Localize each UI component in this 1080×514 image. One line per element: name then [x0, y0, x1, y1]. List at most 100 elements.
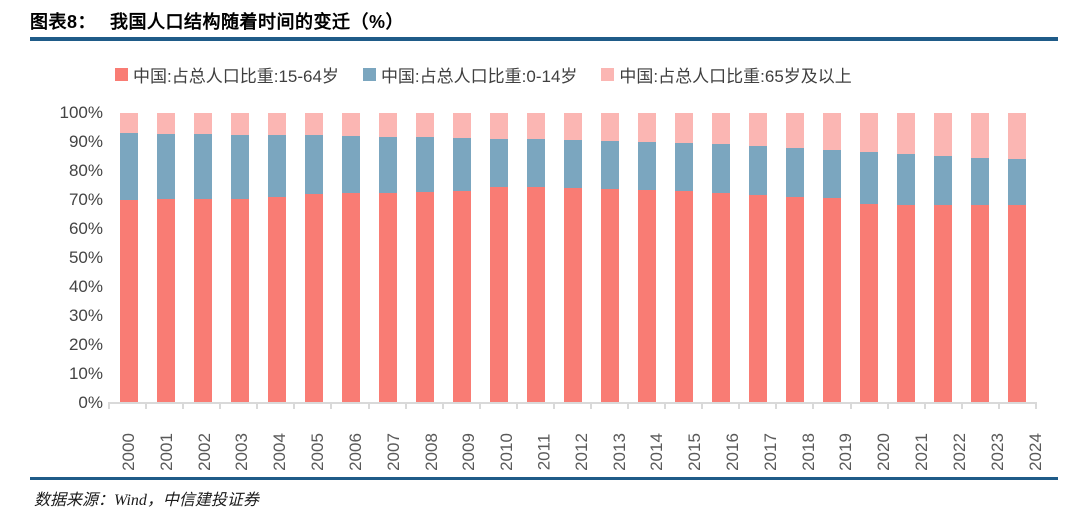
bar-segment — [267, 197, 286, 403]
bar-2015 — [665, 113, 702, 403]
bar-segment — [822, 113, 841, 150]
x-label-slot: 2013 — [601, 409, 639, 471]
bar-segment — [341, 193, 360, 403]
bar-segment — [600, 113, 619, 142]
bar-segment — [267, 113, 286, 136]
axis-tick — [812, 403, 815, 409]
x-axis-label: 2001 — [156, 433, 176, 471]
stacked-bar — [563, 113, 582, 403]
bar-segment — [674, 113, 693, 144]
legend-label: 中国:占总人口比重:15-64岁 — [133, 67, 339, 86]
bar-segment — [378, 192, 397, 403]
bar-2011 — [517, 113, 554, 403]
bar-2017 — [739, 113, 776, 403]
bar-2008 — [406, 113, 443, 403]
bar-segment — [526, 113, 545, 140]
bar-segment — [193, 134, 212, 200]
y-tick-label: 30% — [68, 306, 103, 325]
bar-segment — [230, 134, 249, 199]
legend-swatch-blue — [362, 68, 376, 81]
x-label-slot: 2004 — [261, 409, 299, 471]
bar-segment — [711, 192, 730, 403]
axis-tick — [367, 403, 370, 409]
stacked-bar — [230, 113, 249, 403]
bar-segment — [341, 135, 360, 194]
bar-segment — [637, 113, 656, 143]
bar-segment — [563, 188, 582, 403]
x-axis-label: 2005 — [308, 433, 328, 471]
x-axis-label: 2020 — [874, 433, 894, 471]
bar-segment — [378, 113, 397, 137]
axis-tick — [478, 403, 481, 409]
axis-tick — [701, 403, 704, 409]
bar-2000 — [110, 113, 147, 403]
x-axis-label: 2006 — [345, 433, 365, 471]
bar-segment — [193, 199, 212, 403]
x-label-slot: 2010 — [488, 409, 526, 471]
x-axis-label: 2014 — [647, 433, 667, 471]
x-label-slot: 2006 — [337, 409, 375, 471]
x-label-slot: 2020 — [865, 409, 903, 471]
bar-segment — [859, 113, 878, 153]
stacked-bar — [637, 113, 656, 403]
footer-divider — [30, 477, 1058, 480]
stacked-bar — [378, 113, 397, 403]
bar-segment — [378, 136, 397, 193]
bar-2001 — [147, 113, 184, 403]
bar-segment — [822, 149, 841, 199]
axis-tick — [515, 403, 518, 409]
bar-segment — [452, 191, 471, 403]
bar-segment — [526, 139, 545, 188]
x-label-slot: 2007 — [375, 409, 413, 471]
bar-segment — [119, 113, 138, 134]
y-tick-label: 50% — [68, 248, 103, 267]
bar-segment — [933, 205, 952, 403]
stacked-bar — [748, 113, 767, 403]
bar-2002 — [184, 113, 221, 403]
bar-segment — [119, 133, 138, 200]
bar-2014 — [628, 113, 665, 403]
bar-segment — [711, 144, 730, 193]
stacked-bar — [341, 113, 360, 403]
bar-segment — [785, 113, 804, 148]
x-axis-label: 2010 — [497, 433, 517, 471]
bar-2020 — [850, 113, 887, 403]
bar-segment — [119, 199, 138, 403]
axis-tick — [1034, 403, 1037, 409]
bar-segment — [933, 156, 952, 206]
x-label-slot: 2019 — [827, 409, 865, 471]
x-axis-label: 2013 — [609, 433, 629, 471]
legend-swatch-pink — [601, 68, 615, 81]
bar-segment — [489, 186, 508, 403]
axis-tick — [960, 403, 963, 409]
x-label-slot: 2023 — [979, 409, 1017, 471]
x-axis-label: 2011 — [534, 433, 554, 471]
axis-tick — [849, 403, 852, 409]
stacked-bar — [600, 113, 619, 403]
bar-segment — [859, 152, 878, 205]
stacked-bar — [526, 113, 545, 403]
bar-2018 — [776, 113, 813, 403]
bar-segment — [1007, 113, 1026, 159]
bar-segment — [970, 157, 989, 205]
axis-tick — [664, 403, 667, 409]
x-axis-label: 2017 — [760, 433, 780, 471]
bar-segment — [637, 190, 656, 403]
x-label-slot: 2016 — [714, 409, 752, 471]
axis-tick — [923, 403, 926, 409]
legend-label: 中国:占总人口比重:0-14岁 — [380, 67, 578, 86]
bar-2019 — [813, 113, 850, 403]
stacked-bar — [785, 113, 804, 403]
bar-2007 — [369, 113, 406, 403]
figure-title: 图表8： 我国人口结构随着时间的变迁（%） — [30, 8, 404, 34]
x-axis-label: 2012 — [571, 433, 591, 471]
bar-2021 — [887, 113, 924, 403]
axis-tick — [886, 403, 889, 409]
bar-segment — [859, 204, 878, 403]
x-axis-label: 2009 — [459, 433, 479, 471]
bar-2012 — [554, 113, 591, 403]
x-axis-label: 2023 — [987, 433, 1007, 471]
x-label-slot: 2017 — [752, 409, 790, 471]
stacked-bar — [452, 113, 471, 403]
bar-2003 — [221, 113, 258, 403]
